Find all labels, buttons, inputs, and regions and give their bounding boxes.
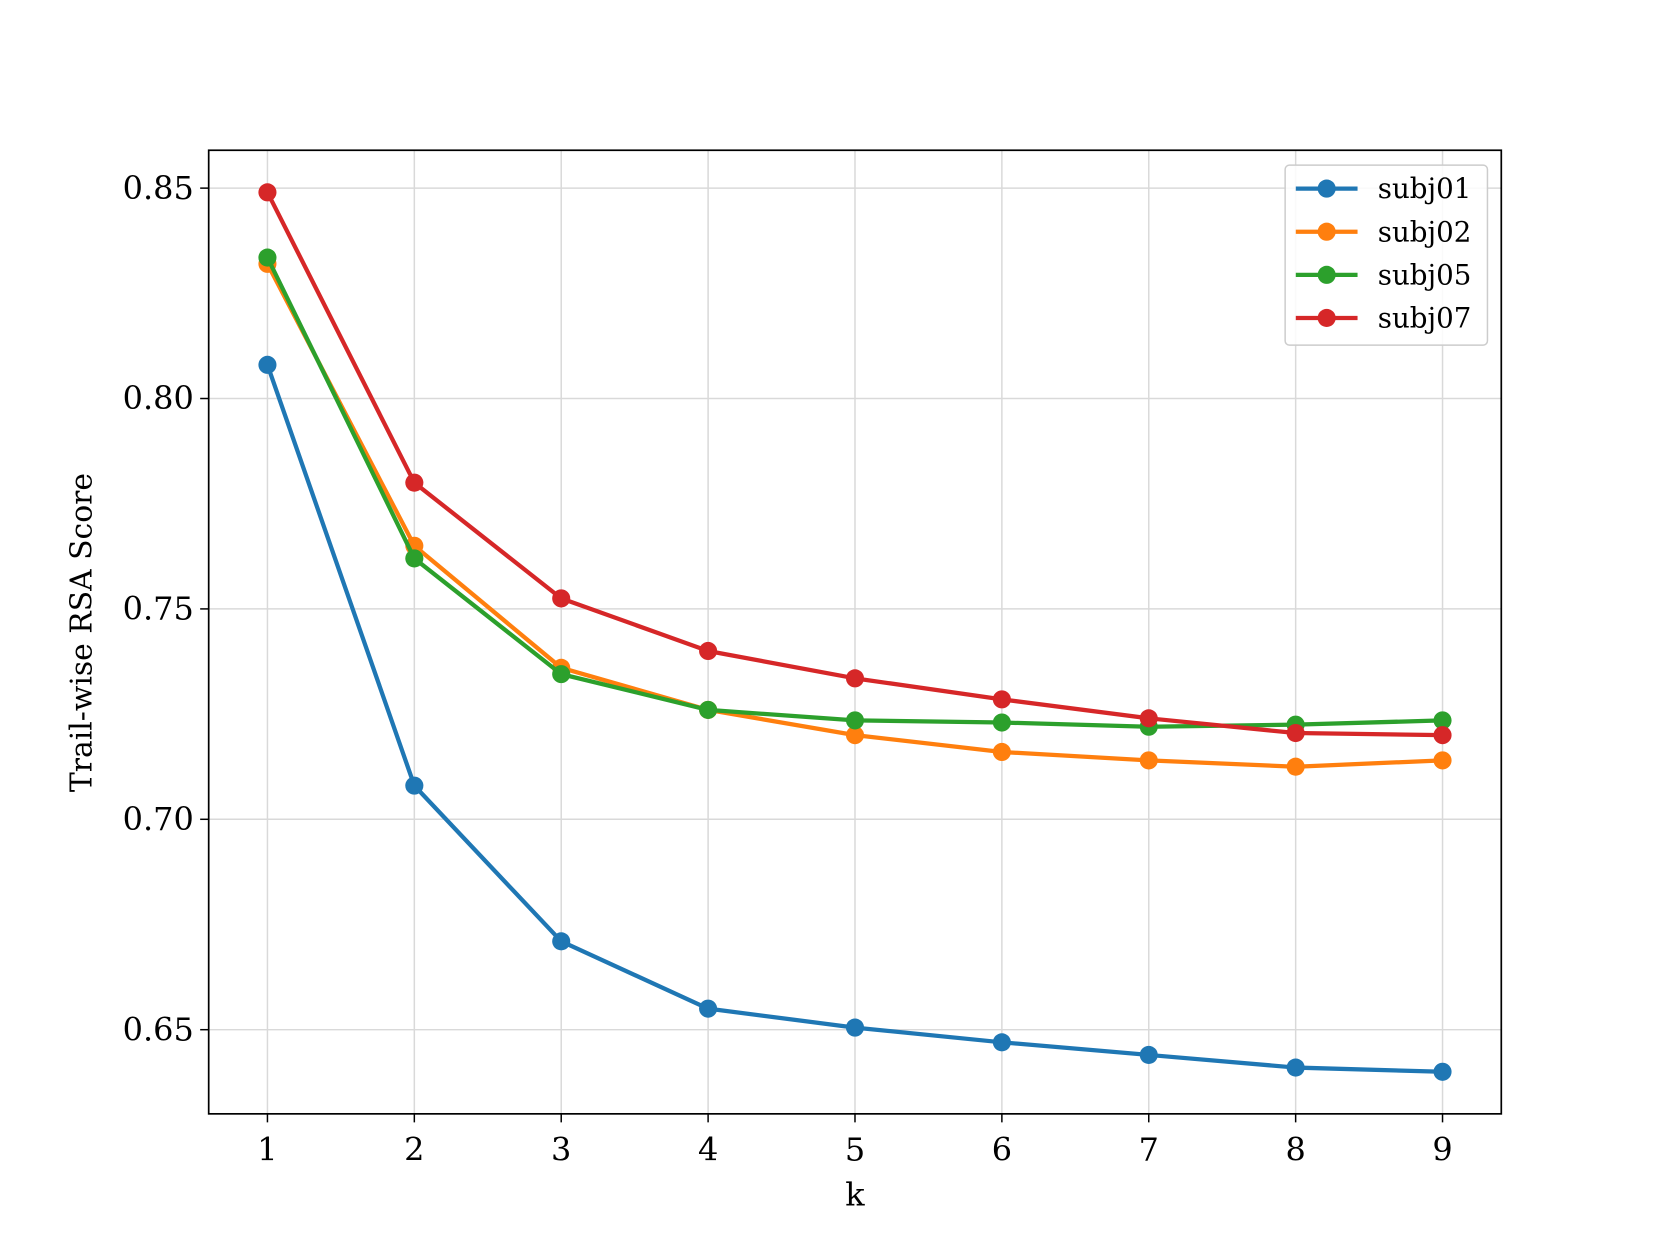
legend-label: subj01 [1378, 172, 1472, 205]
data-point-subj07 [405, 473, 424, 492]
y-tick-label: 0.65 [123, 1010, 194, 1048]
x-tick-label: 9 [1432, 1131, 1452, 1169]
ticks: 1 2 3 4 5 6 7 8 9 0.65 0.70 0.75 0.80 0.85 [123, 169, 1453, 1169]
data-point-subj07 [1286, 723, 1305, 743]
x-tick-label: 2 [404, 1131, 424, 1169]
data-point-subj05 [699, 700, 718, 719]
data-point-subj01 [845, 1018, 865, 1037]
x-tick-label: 8 [1285, 1131, 1305, 1169]
data-point-subj07 [1139, 709, 1158, 728]
data-point-subj01 [405, 776, 424, 795]
legend-marker-subj07 [1317, 308, 1336, 328]
data-point-subj05 [845, 711, 865, 730]
data-point-subj07 [992, 690, 1011, 709]
x-axis-label: k [845, 1175, 865, 1213]
y-tick-label: 0.70 [123, 800, 194, 838]
data-point-subj01 [258, 355, 277, 374]
y-tick-label: 0.80 [123, 379, 194, 417]
data-point-subj07 [699, 641, 718, 661]
data-point-subj02 [1286, 757, 1305, 776]
legend: subj01 subj02 subj05 subj07 [1284, 164, 1489, 346]
series-group [258, 183, 1452, 1081]
x-tick-label: 3 [551, 1131, 571, 1169]
data-point-subj01 [1433, 1062, 1452, 1081]
legend-label: subj02 [1378, 215, 1472, 248]
data-point-subj07 [258, 183, 277, 202]
legend-marker-subj02 [1317, 222, 1336, 241]
x-tick-label: 4 [698, 1131, 718, 1169]
data-point-subj02 [845, 726, 865, 745]
legend-label: subj05 [1378, 258, 1472, 291]
legend-box [1284, 164, 1489, 346]
data-point-subj02 [1433, 751, 1452, 770]
data-point-subj01 [1139, 1045, 1158, 1064]
data-point-subj01 [1286, 1058, 1305, 1077]
x-tick-label: 5 [845, 1131, 865, 1169]
data-point-subj07 [845, 669, 865, 688]
data-point-subj02 [992, 742, 1011, 762]
legend-marker-subj01 [1317, 179, 1336, 198]
data-point-subj05 [992, 713, 1011, 732]
data-point-subj07 [1433, 726, 1452, 745]
x-tick-label: 1 [257, 1131, 277, 1169]
x-tick-label: 6 [992, 1131, 1012, 1169]
data-point-subj02 [1139, 751, 1158, 770]
y-tick-label: 0.75 [123, 590, 194, 628]
data-point-subj05 [405, 549, 424, 568]
data-point-subj05 [1433, 711, 1452, 730]
legend-label: subj07 [1378, 302, 1472, 335]
data-point-subj07 [552, 589, 571, 608]
data-point-subj05 [258, 248, 277, 267]
data-point-subj01 [699, 999, 718, 1018]
y-tick-label: 0.85 [123, 169, 194, 207]
data-point-subj01 [552, 932, 571, 951]
data-point-subj01 [992, 1033, 1011, 1052]
y-axis-label: Trail-wise RSA Score [65, 473, 100, 792]
x-tick-label: 7 [1139, 1131, 1159, 1169]
data-point-subj05 [552, 665, 571, 684]
legend-marker-subj05 [1317, 265, 1336, 284]
